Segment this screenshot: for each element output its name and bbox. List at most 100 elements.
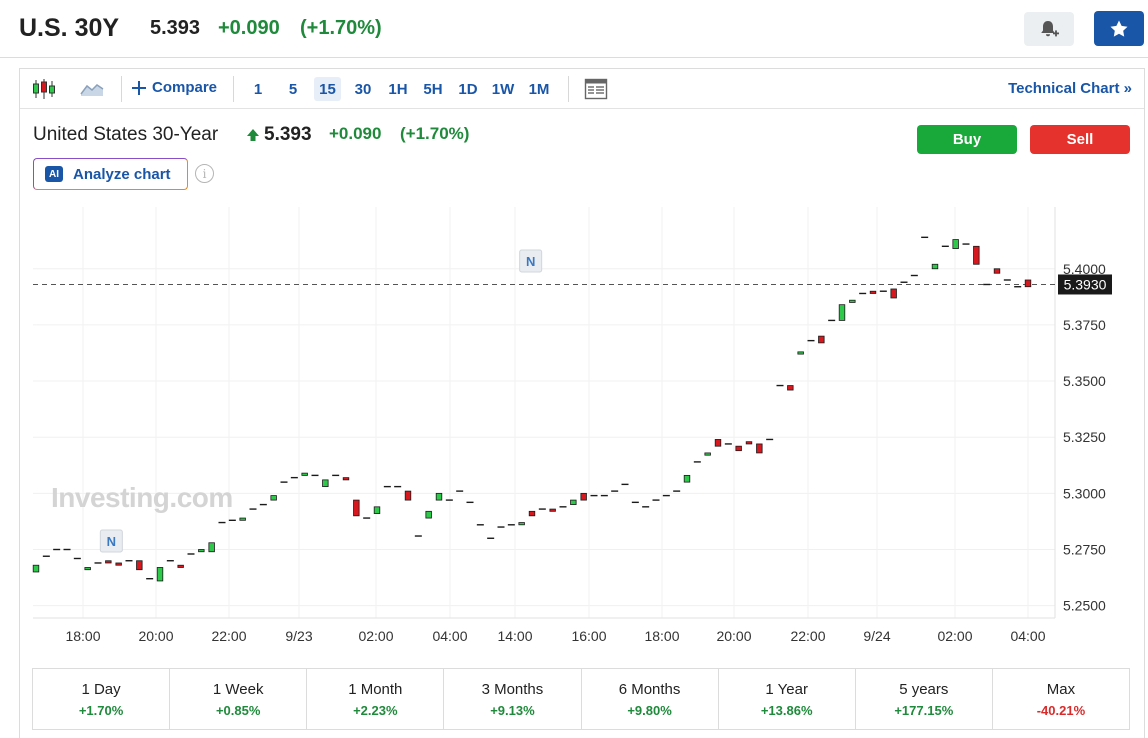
period-6-months[interactable]: 6 Months +9.80% xyxy=(582,669,719,729)
interval-15-button[interactable]: 15 xyxy=(314,77,341,101)
candle-up xyxy=(270,495,277,501)
period-change-value: +177.15% xyxy=(894,702,954,718)
news-marker-label: N xyxy=(526,254,535,269)
candle-down xyxy=(136,560,143,571)
y-tick-label: 5.2500 xyxy=(1063,598,1106,614)
period-change-value: +9.13% xyxy=(490,702,535,718)
candle-down xyxy=(973,245,980,265)
period-change-value: +0.85% xyxy=(215,702,261,718)
period-change-value: +13.86% xyxy=(760,702,813,718)
interval-1d-button[interactable]: 1D xyxy=(458,80,478,98)
info-icon[interactable]: i xyxy=(195,164,214,183)
last-price-tag-label: 5.3930 xyxy=(1064,276,1107,292)
period-label: 3 Months xyxy=(481,680,544,698)
candle-down xyxy=(756,443,763,454)
x-tick-label: 04:00 xyxy=(1010,628,1045,644)
plus-icon xyxy=(132,80,146,95)
candle-up xyxy=(373,506,381,514)
candle-up xyxy=(570,499,577,505)
period-3-months[interactable]: 3 Months +9.13% xyxy=(444,669,582,729)
analyze-chart-button[interactable]: AI Analyze chart xyxy=(33,158,188,190)
compare-button[interactable]: Compare xyxy=(132,79,217,96)
ai-icon: AI xyxy=(45,166,63,182)
technical-chart-link[interactable]: Technical Chart » xyxy=(1008,80,1132,97)
candle-up xyxy=(518,522,525,526)
x-tick-label: 14:00 xyxy=(497,628,532,644)
up-arrow-icon xyxy=(247,129,259,141)
candle-up xyxy=(849,299,856,303)
interval-1w-button[interactable]: 1W xyxy=(491,80,515,98)
toolbar-divider xyxy=(121,76,122,102)
candle-down xyxy=(818,335,825,344)
candle-up xyxy=(84,567,91,571)
candle-up xyxy=(838,304,846,321)
y-tick-label: 5.2750 xyxy=(1063,542,1106,558)
candle-up xyxy=(208,542,215,553)
news-marker-label: N xyxy=(107,534,116,549)
candle-down xyxy=(549,508,556,512)
watermark-logo: Investing.com xyxy=(51,482,233,513)
candle-down xyxy=(177,564,184,568)
news-marker[interactable] xyxy=(519,249,543,273)
layout-button[interactable] xyxy=(581,75,611,103)
period-label: 5 years xyxy=(899,680,949,698)
add-to-watchlist-button[interactable] xyxy=(1094,11,1144,46)
y-tick-label: 5.3000 xyxy=(1063,485,1106,501)
period-change-value: +1.70% xyxy=(78,702,124,718)
candle-down xyxy=(580,492,587,501)
candle-up xyxy=(322,479,329,488)
y-tick-label: 5.3250 xyxy=(1063,429,1106,445)
candle-up xyxy=(683,474,691,483)
layout-icon xyxy=(584,78,608,100)
x-tick-label: 20:00 xyxy=(138,628,173,644)
area-chart-button[interactable] xyxy=(77,75,107,103)
candle-up xyxy=(239,517,246,521)
x-tick-label: 02:00 xyxy=(358,628,393,644)
period-1-month[interactable]: 1 Month +2.23% xyxy=(307,669,445,729)
price-change-percent: (+1.70%) xyxy=(300,17,382,39)
interval-5h-button[interactable]: 5H xyxy=(423,80,443,98)
candlestick-chart-button[interactable] xyxy=(29,75,59,103)
analyze-chart-label: Analyze chart xyxy=(73,165,171,183)
period-1-week[interactable]: 1 Week +0.85% xyxy=(170,669,308,729)
candle-up xyxy=(952,239,959,249)
candle-down xyxy=(115,562,122,566)
interval-1-button[interactable]: 1 xyxy=(253,80,263,98)
period-1-year[interactable]: 1 Year +13.86% xyxy=(719,669,856,729)
y-tick-label: 5.3750 xyxy=(1063,317,1106,333)
interval-30-button[interactable]: 30 xyxy=(354,80,372,98)
area-chart-icon xyxy=(80,84,104,96)
interval-1m-button[interactable]: 1M xyxy=(528,80,550,98)
candle-up xyxy=(797,351,804,355)
candle-down xyxy=(714,439,722,447)
interval-5-button[interactable]: 5 xyxy=(288,80,298,98)
quote-header: U.S. 30Y 5.393 +0.090 (+1.70%) xyxy=(0,0,1148,58)
x-tick-label: 20:00 xyxy=(716,628,751,644)
sell-button[interactable]: Sell xyxy=(1030,125,1130,154)
candle-up xyxy=(435,492,443,501)
period-5-years[interactable]: 5 years +177.15% xyxy=(856,669,993,729)
candle-down xyxy=(890,288,897,299)
news-marker[interactable] xyxy=(99,529,123,553)
period-label: 1 Year xyxy=(765,680,808,698)
period-max[interactable]: Max -40.21% xyxy=(993,669,1129,729)
candle-down xyxy=(105,560,112,564)
compare-label: Compare xyxy=(152,79,218,96)
buy-button[interactable]: Buy xyxy=(917,125,1017,154)
instrument-change: +0.090 xyxy=(329,124,382,143)
bell-plus-icon xyxy=(1041,21,1059,37)
x-tick-label: 18:00 xyxy=(65,628,100,644)
star-icon xyxy=(1110,20,1128,37)
performance-periods: 1 Day +1.70% 1 Week +0.85% 1 Month +2.23% 3 Mo… xyxy=(32,668,1130,730)
period-label: 6 Months xyxy=(618,680,681,698)
x-tick-label: 22:00 xyxy=(790,628,825,644)
x-tick-label: 18:00 xyxy=(644,628,679,644)
period-1-day[interactable]: 1 Day +1.70% xyxy=(33,669,171,729)
period-change-value: -40.21% xyxy=(1036,702,1086,718)
y-tick-label: 5.3500 xyxy=(1063,373,1106,389)
interval-1h-button[interactable]: 1H xyxy=(388,80,408,98)
chart-toolbar: Compare 1 5 15 30 1H 5H 1D 1W 1M Technical Chart… xyxy=(20,69,1144,109)
candle-down xyxy=(342,477,350,481)
price-chart[interactable]: 5.4000 5.3750 5.3500 5.3250 5.3000 5.2750 5.25… xyxy=(0,0,1148,660)
add-alert-button[interactable] xyxy=(1024,12,1074,46)
